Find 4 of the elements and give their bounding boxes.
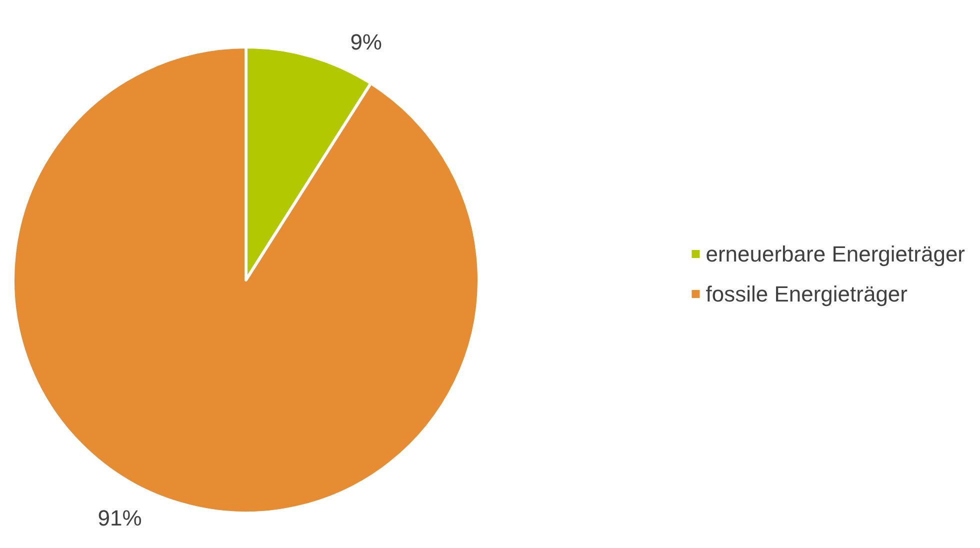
legend-label: erneuerbare Energieträger [706,242,966,266]
data-label: 9% [350,29,382,54]
legend-label: fossile Energieträger [706,282,908,306]
data-label: 91% [98,506,142,531]
